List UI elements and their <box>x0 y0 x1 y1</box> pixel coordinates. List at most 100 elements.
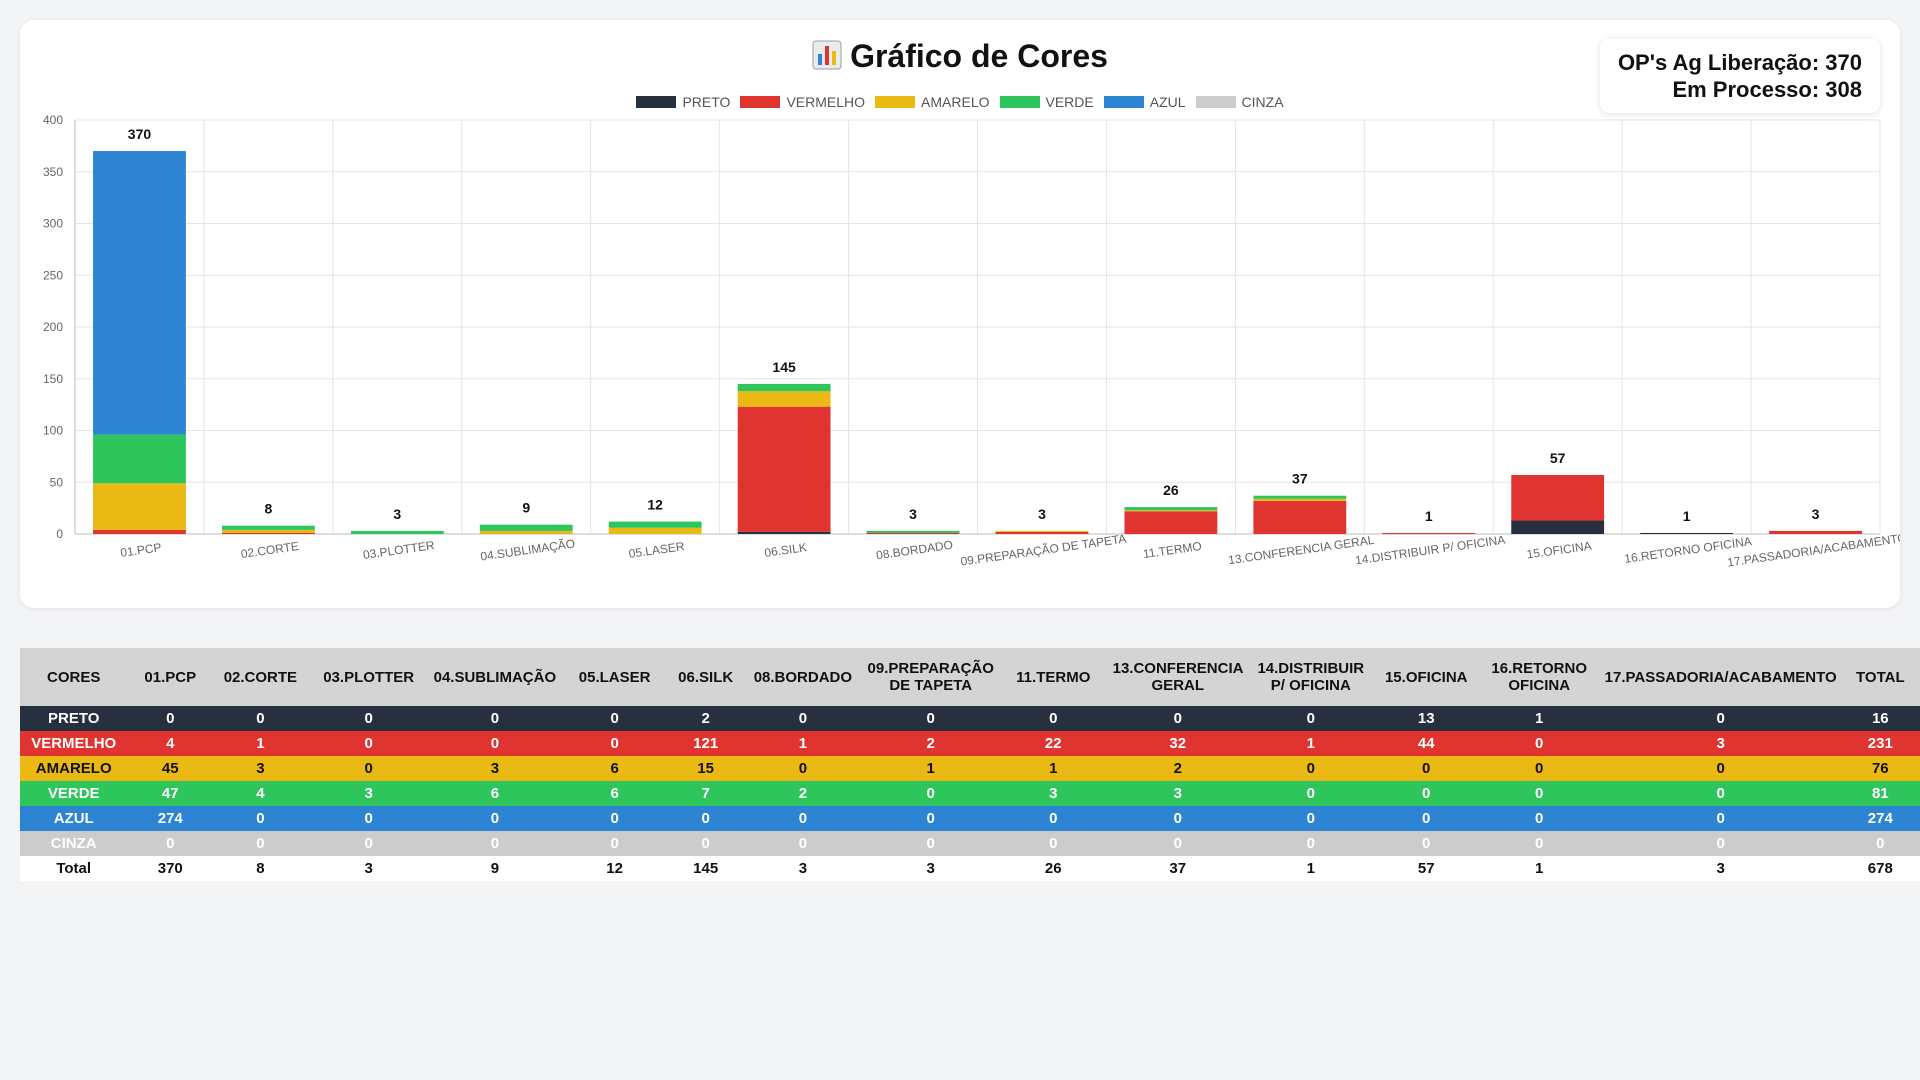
bar-segment-vermelho <box>221 532 315 534</box>
bar-segment-verde <box>737 383 831 392</box>
table-cell: 1 <box>256 735 265 752</box>
stacked-bar-chart: 0 50 100 150 200 250 300 350 400 370 01.PCP 8 02.COR… <box>43 113 1900 570</box>
legend-item-preto[interactable]: PRETO <box>636 94 730 110</box>
table-row-label: VERDE <box>47 785 100 802</box>
x-category-label: 17.PASSADORIA/ACABAMENTO <box>1726 531 1900 570</box>
table-cell: 0 <box>926 785 935 802</box>
legend-item-azul[interactable]: AZUL <box>1103 94 1186 110</box>
table-cell: 0 <box>610 835 619 852</box>
legend-label: PRETO <box>682 94 731 110</box>
legend-item-verde[interactable]: VERDE <box>999 94 1094 110</box>
bar-total-label: 145 <box>772 359 796 375</box>
table-cell: 44 <box>1417 735 1435 752</box>
bar-chart-icon <box>812 40 842 70</box>
table-cell: 3 <box>364 785 373 802</box>
table-row-verde: VERDE 47 4 3 6 6 7 2 0 3 3 0 0 0 0 81 <box>20 781 1920 806</box>
table-cell: 0 <box>490 710 500 727</box>
table-cell: 3 <box>364 860 373 877</box>
bar-segment-amarelo <box>221 529 315 533</box>
table-column-header: 08.BORDADO <box>742 648 864 706</box>
table-cell: 2 <box>701 710 710 727</box>
table-column-header: 04.SUBLIMAÇÃO <box>429 648 561 706</box>
table-cell: 1 <box>1535 710 1544 727</box>
table-cell: 1 <box>1049 760 1058 777</box>
table-body: PRETO 0 0 0 0 0 2 0 0 0 0 0 13 1 0 16 VERMELHO 4 1 0 0 0 121 1 2… <box>20 706 1920 881</box>
table-cell: 3 <box>926 860 935 877</box>
table-cell: 0 <box>256 835 265 852</box>
table-row-azul: AZUL 274 0 0 0 0 0 0 0 0 0 0 0 0 0 274 <box>20 806 1920 831</box>
x-category-label: 08.BORDADO <box>875 538 954 563</box>
table-cell: 0 <box>1716 710 1725 727</box>
x-category-label: 05.LASER <box>628 539 686 561</box>
bar-total-label: 8 <box>264 501 272 517</box>
bar-segment-amarelo <box>1253 498 1347 501</box>
table-cell: 37 <box>1169 860 1187 877</box>
table-cell: 76 <box>1871 760 1889 777</box>
bar-segment-amarelo <box>1124 510 1218 512</box>
table-cell: 4 <box>256 785 265 802</box>
table-cell: 0 <box>364 735 373 752</box>
bar-segment-vermelho <box>1124 511 1218 534</box>
table-cell: 12 <box>606 860 623 877</box>
table-cell: 274 <box>157 810 183 827</box>
bar-total-label: 3 <box>909 506 917 522</box>
legend-item-vermelho[interactable]: VERMELHO <box>740 94 865 110</box>
bar-total-label: 3 <box>1038 506 1046 522</box>
table-cell: 0 <box>1422 785 1431 802</box>
table-corner-header: CORES <box>20 648 128 706</box>
x-category-label: 04.SUBLIMAÇÃO <box>479 536 575 563</box>
table-cell: 3 <box>256 760 265 777</box>
table-column-header: 14.DISTRIBUIR P/ OFICINA <box>1246 648 1375 706</box>
bar-total-label: 9 <box>522 500 530 516</box>
table-cell: 0 <box>1173 710 1182 727</box>
table-cell: 0 <box>926 810 935 827</box>
bar-segment-verde <box>350 530 444 534</box>
table-column-header: 11.TERMO <box>997 648 1109 706</box>
table-cell: 47 <box>161 785 179 802</box>
table-cell: 6 <box>490 785 500 802</box>
legend-label: VERDE <box>1045 94 1094 110</box>
x-category-label: 13.CONFERENCIA GERAL <box>1227 533 1375 567</box>
table-cell: 2 <box>1173 760 1182 777</box>
table-cell: 26 <box>1044 860 1062 877</box>
y-tick-label: 100 <box>43 424 63 438</box>
table-cell: 0 <box>1876 835 1885 852</box>
table-cell: 0 <box>926 710 935 727</box>
table-cell: 0 <box>256 710 265 727</box>
table-row-amarelo: AMARELO 45 3 0 3 6 15 0 1 1 2 0 0 0 0 76 <box>20 756 1920 781</box>
table-cell: 0 <box>1306 785 1315 802</box>
table-cell: 3 <box>1049 785 1058 802</box>
table-cell: 145 <box>693 860 719 877</box>
table-cell: 0 <box>490 810 500 827</box>
table-cell: 0 <box>1049 710 1058 727</box>
legend-item-cinza[interactable]: CINZA <box>1195 94 1284 110</box>
chart-legend: PRETO VERMELHO AMARELO VERDE AZUL CINZA <box>20 94 1900 110</box>
table-cell: 0 <box>1535 835 1544 852</box>
bar-segment-verde <box>1253 495 1347 499</box>
table-cell: 0 <box>1422 810 1431 827</box>
legend-swatch <box>636 96 677 108</box>
bar-segment-amarelo <box>93 483 186 530</box>
table-row-total: Total 370 8 3 9 12 145 3 3 26 37 1 57 1 3 678 <box>20 856 1920 881</box>
y-tick-label: 350 <box>43 165 63 179</box>
table-cell: 0 <box>490 835 500 852</box>
legend-item-amarelo[interactable]: AMARELO <box>875 94 990 110</box>
table-row-label: Total <box>56 860 92 877</box>
bar-segment-preto <box>1640 532 1734 534</box>
table-column-header: 16.RETORNO OFICINA <box>1477 648 1601 706</box>
table-cell: 3 <box>1716 735 1725 752</box>
table-row-cinza: CINZA 0 0 0 0 0 0 0 0 0 0 0 0 0 0 0 <box>20 831 1920 856</box>
bar-total-label: 370 <box>128 126 152 142</box>
table-cell: 1 <box>1535 860 1544 877</box>
y-tick-label: 50 <box>50 475 64 489</box>
table-cell: 0 <box>610 735 619 752</box>
table-cell: 9 <box>490 860 500 877</box>
legend-label: CINZA <box>1241 94 1284 110</box>
table-column-header: 15.OFICINA <box>1374 648 1478 706</box>
table-cell: 0 <box>1535 760 1544 777</box>
x-category-label: 03.PLOTTER <box>362 538 436 562</box>
legend-label: VERMELHO <box>786 94 866 110</box>
bar-segment-verde <box>221 525 315 530</box>
bar-segment-vermelho <box>1769 530 1862 534</box>
x-category-label: 06.SILK <box>763 540 807 560</box>
